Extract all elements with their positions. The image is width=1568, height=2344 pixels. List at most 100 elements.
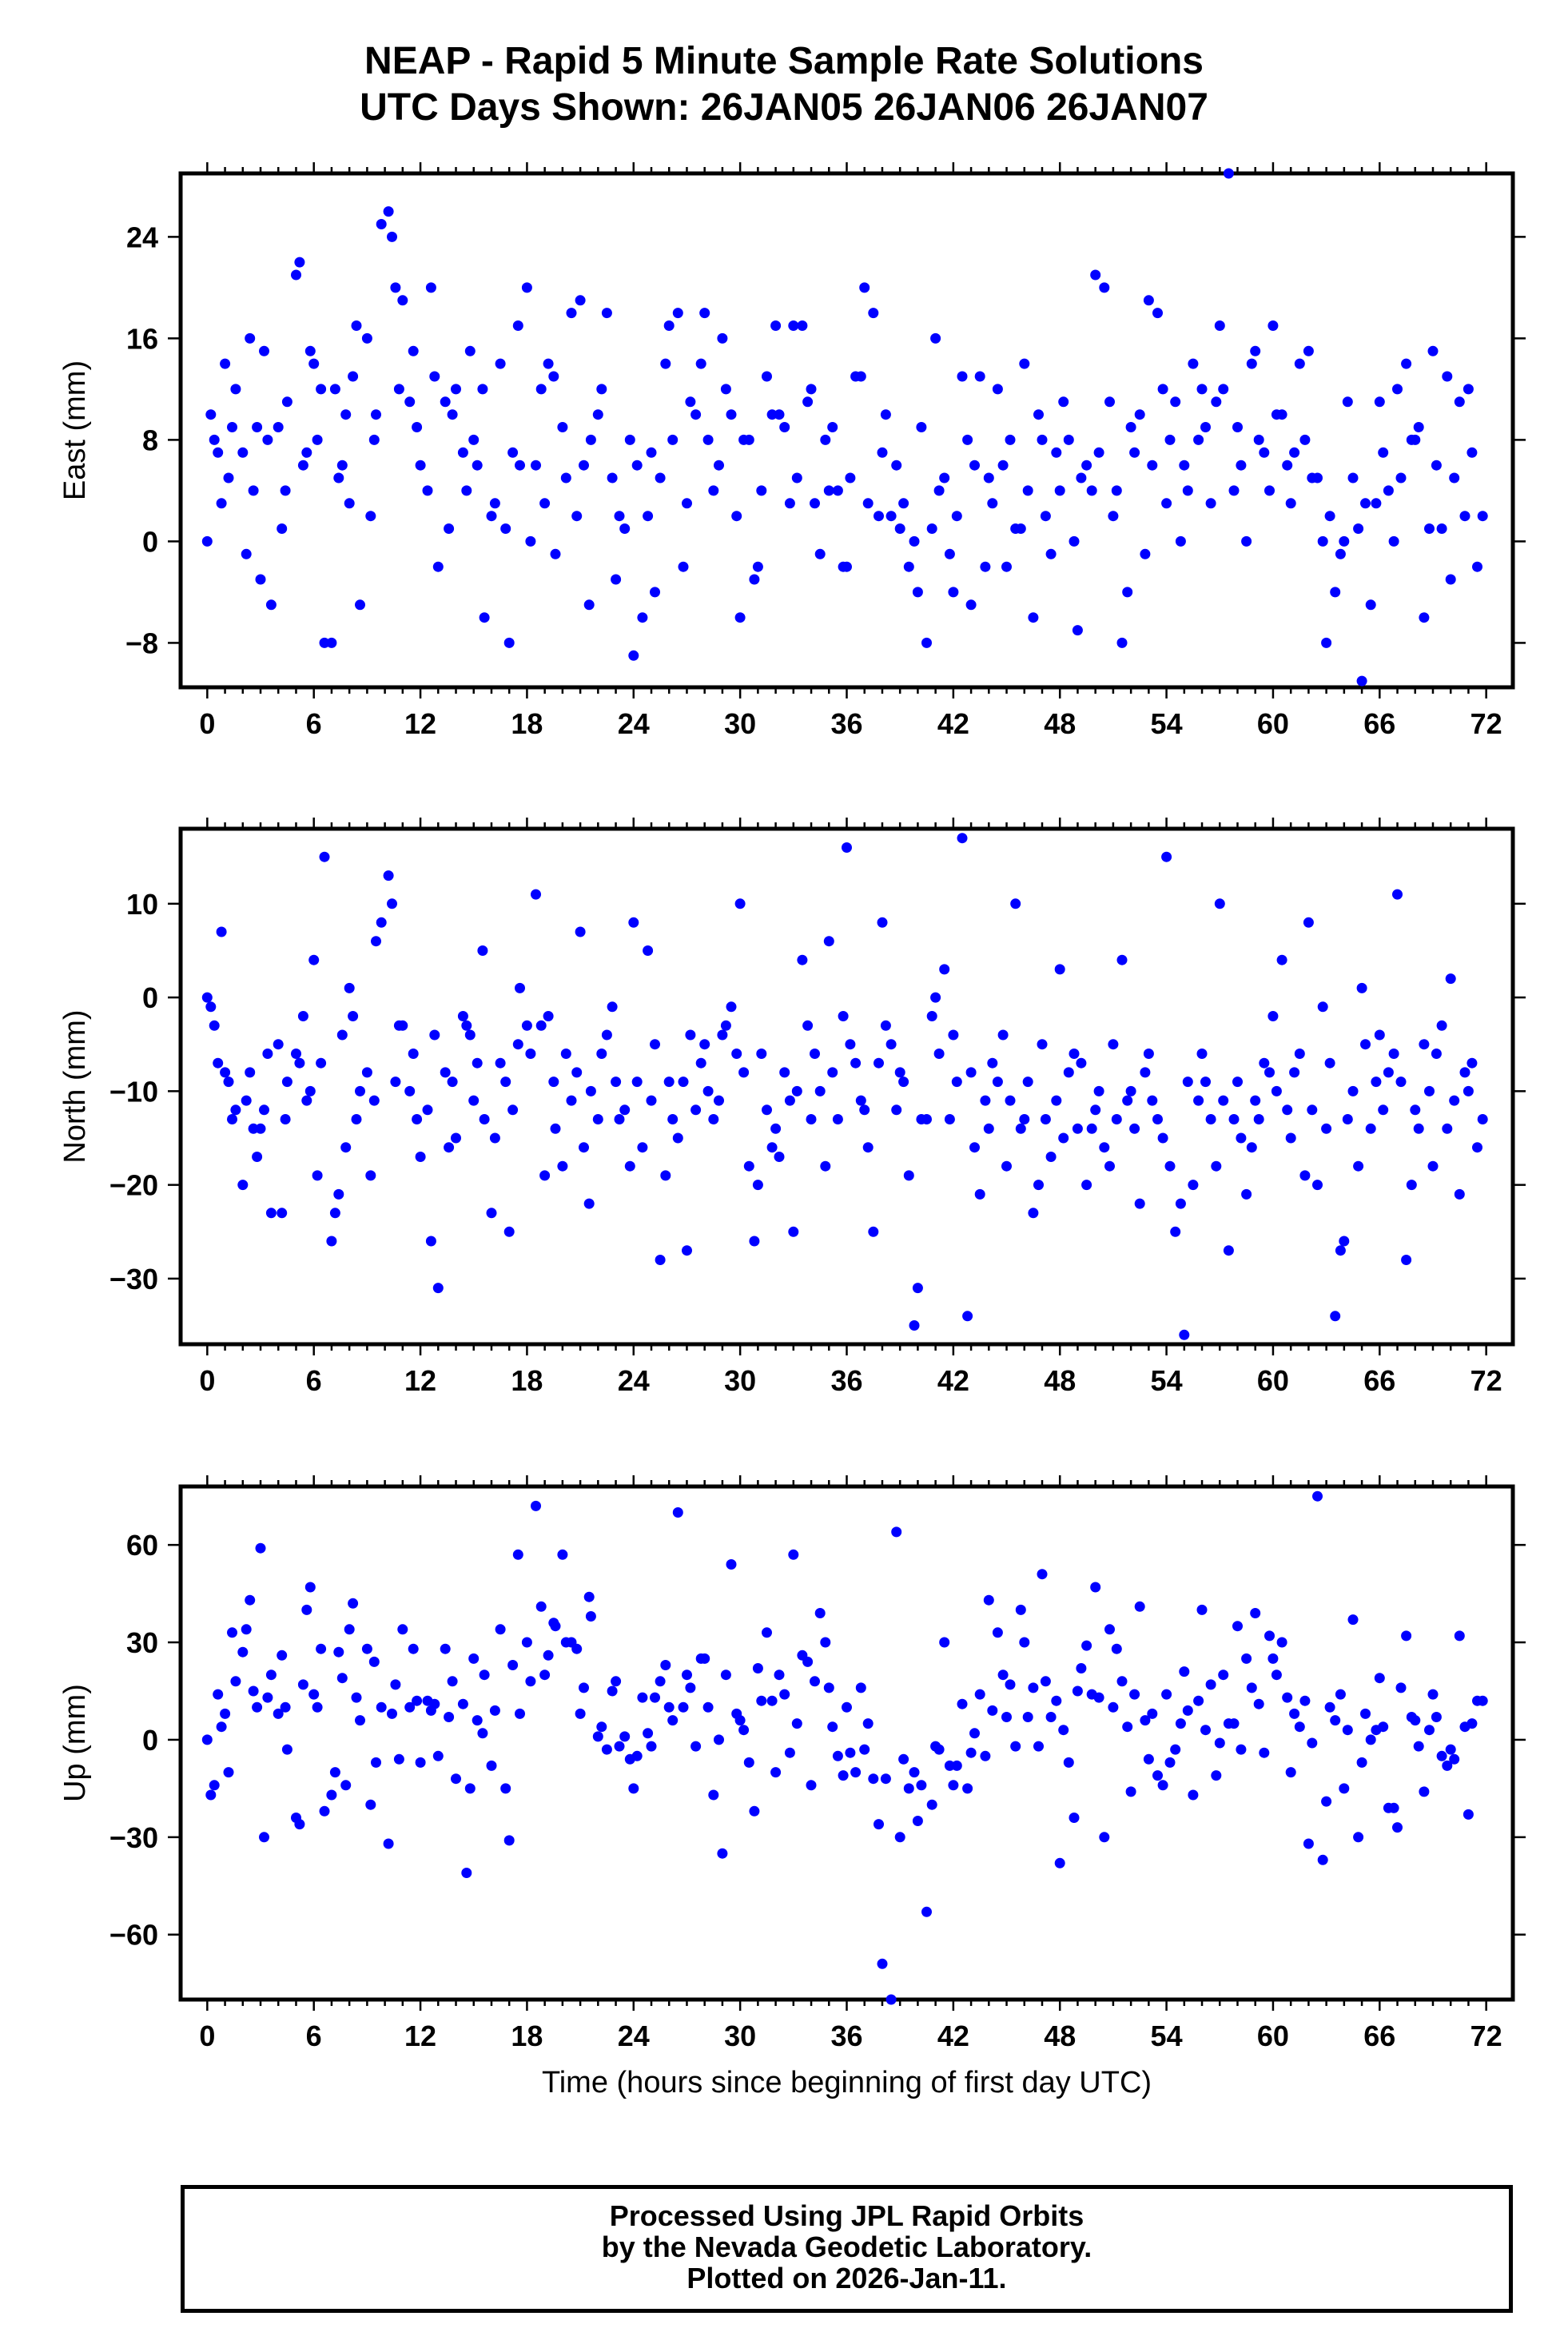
north-data-point <box>601 1029 612 1041</box>
up-data-point <box>273 1708 284 1719</box>
east-data-point <box>1214 320 1225 331</box>
up-data-point <box>916 1780 927 1791</box>
north-data-point <box>316 1057 327 1069</box>
up-data-point <box>1299 1695 1311 1706</box>
north-data-point <box>1339 1236 1350 1247</box>
east-data-point <box>708 485 719 496</box>
east-data-point <box>301 447 312 458</box>
east-data-point <box>1205 498 1216 509</box>
east-data-point <box>316 384 327 395</box>
north-data-point <box>277 1208 288 1219</box>
up-data-point <box>213 1689 224 1700</box>
north-data-point <box>521 1020 532 1031</box>
north-data-point <box>596 1049 607 1059</box>
north-x-tick-label: 30 <box>724 1364 756 1397</box>
north-data-point <box>351 1114 362 1124</box>
east-x-tick-label: 6 <box>306 707 322 740</box>
up-data-point <box>1218 1669 1229 1681</box>
north-data-point <box>223 1076 234 1088</box>
east-data-point <box>393 384 404 395</box>
north-data-point <box>1182 1076 1193 1088</box>
up-data-point <box>371 1757 381 1768</box>
up-data-point <box>277 1650 288 1661</box>
up-data-point <box>784 1747 795 1758</box>
up-data-point <box>585 1611 596 1622</box>
east-data-point <box>1413 422 1424 432</box>
north-data-point <box>1001 1160 1012 1172</box>
east-data-point <box>333 472 344 484</box>
north-data-point <box>1374 1029 1385 1041</box>
up-x-tick-label: 66 <box>1363 2020 1395 2052</box>
up-data-point <box>531 1500 541 1511</box>
up-data-point <box>810 1676 820 1687</box>
up-data-point <box>1419 1786 1430 1797</box>
up-data-point <box>237 1646 249 1658</box>
up-data-point <box>1268 1653 1279 1664</box>
up-data-point <box>500 1783 511 1794</box>
up-data-point <box>1076 1663 1087 1673</box>
north-data-point <box>1268 1011 1279 1021</box>
north-data-point <box>1134 1198 1145 1209</box>
north-data-point <box>607 1001 618 1013</box>
up-data-point <box>216 1721 227 1733</box>
north-data-point <box>714 1095 724 1106</box>
east-data-point <box>1477 511 1488 522</box>
up-data-point <box>806 1780 817 1791</box>
east-data-point <box>1218 384 1229 395</box>
east-data-point <box>365 511 376 522</box>
north-data-point <box>1090 1104 1101 1116</box>
up-data-point <box>672 1507 683 1518</box>
up-data-point <box>319 1805 330 1817</box>
east-x-tick-label: 54 <box>1151 707 1183 740</box>
east-data-point <box>891 460 902 471</box>
up-data-point <box>304 1582 316 1593</box>
north-data-point <box>909 1320 920 1331</box>
up-data-point <box>814 1608 826 1618</box>
east-data-point <box>304 345 316 356</box>
north-data-point <box>1211 1160 1222 1172</box>
east-data-point <box>237 447 249 458</box>
east-data-point <box>1378 447 1389 458</box>
up-data-point <box>404 1701 416 1713</box>
up-data-point <box>891 1526 902 1538</box>
north-data-point <box>355 1085 365 1096</box>
east-data-point <box>1090 269 1101 281</box>
north-data-point <box>566 1095 577 1106</box>
north-data-point <box>1317 1001 1328 1013</box>
up-data-point <box>477 1728 488 1739</box>
east-x-tick-label: 60 <box>1257 707 1289 740</box>
north-data-point <box>643 945 654 956</box>
up-data-point <box>1211 1770 1222 1781</box>
north-data-point <box>425 1236 436 1247</box>
east-data-point <box>1182 485 1193 496</box>
north-data-point <box>1005 1095 1016 1106</box>
north-data-point <box>1037 1039 1048 1050</box>
east-data-point <box>1069 535 1080 547</box>
east-data-point <box>585 434 596 445</box>
north-data-point <box>1246 1142 1257 1153</box>
up-data-point <box>1196 1604 1208 1615</box>
north-data-point <box>655 1255 666 1265</box>
east-data-point <box>987 498 998 509</box>
east-frame <box>178 171 1515 690</box>
up-data-point <box>472 1715 483 1726</box>
east-data-point <box>415 460 426 471</box>
north-data-point <box>1467 1057 1478 1069</box>
north-data-point <box>1010 898 1021 909</box>
north-data-point <box>752 1180 763 1191</box>
up-data-point <box>1170 1744 1181 1755</box>
east-data-point <box>1299 434 1311 445</box>
up-data-point <box>1259 1747 1270 1758</box>
east-data-point <box>1463 384 1474 395</box>
north-x-tick-label: 6 <box>306 1364 322 1397</box>
up-data-point <box>743 1757 754 1768</box>
up-data-point <box>827 1721 838 1733</box>
north-x-tick-label: 42 <box>937 1364 969 1397</box>
up-data-point <box>1436 1750 1447 1761</box>
north-data-point <box>868 1226 879 1237</box>
north-data-point <box>477 945 488 956</box>
north-data-point <box>390 1076 401 1088</box>
east-data-point <box>1193 434 1204 445</box>
north-data-point <box>1321 1123 1332 1134</box>
north-data-point <box>877 917 888 928</box>
